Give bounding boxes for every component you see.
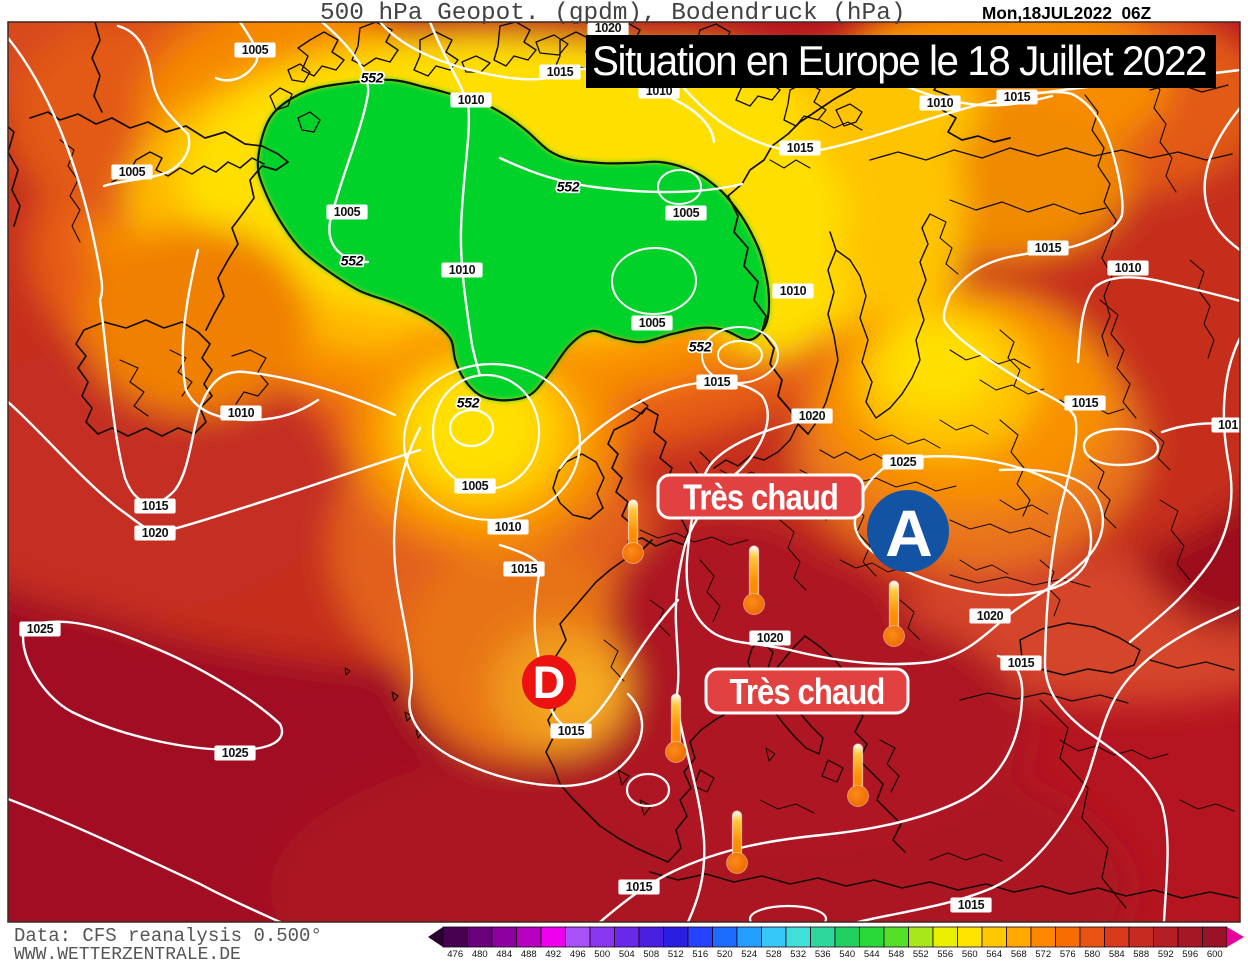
svg-text:596: 596 — [1182, 949, 1198, 960]
svg-text:1025: 1025 — [890, 455, 917, 469]
svg-text:1015: 1015 — [547, 65, 574, 79]
svg-text:D: D — [533, 657, 566, 708]
svg-text:500 hPa Geopot. (gpdm), Bodend: 500 hPa Geopot. (gpdm), Bodendruck (hPa) — [320, 0, 905, 27]
svg-text:1015: 1015 — [558, 724, 585, 738]
svg-text:552: 552 — [913, 949, 929, 960]
svg-text:1015: 1015 — [1035, 241, 1062, 255]
svg-text:1005: 1005 — [119, 165, 146, 179]
svg-text:1015: 1015 — [787, 141, 814, 155]
svg-text:Mon,18JUL2022 06Z: Mon,18JUL2022 06Z — [982, 3, 1151, 23]
svg-text:576: 576 — [1060, 949, 1076, 960]
svg-text:1015: 1015 — [1072, 396, 1099, 410]
svg-text:552: 552 — [689, 339, 712, 355]
svg-text:1025: 1025 — [222, 746, 249, 760]
svg-text:528: 528 — [766, 949, 782, 960]
svg-text:600: 600 — [1207, 949, 1223, 960]
svg-text:552: 552 — [457, 395, 480, 411]
svg-text:Très chaud: Très chaud — [730, 671, 885, 712]
svg-text:548: 548 — [888, 949, 904, 960]
svg-text:1015: 1015 — [704, 375, 731, 389]
svg-text:1020: 1020 — [595, 21, 622, 35]
svg-text:524: 524 — [741, 949, 757, 960]
svg-text:Data: CFS reanalysis 0.500°: Data: CFS reanalysis 0.500° — [14, 925, 322, 947]
svg-text:1010: 1010 — [495, 520, 522, 534]
svg-text:Très chaud: Très chaud — [683, 476, 838, 517]
svg-text:480: 480 — [472, 949, 488, 960]
svg-text:1010: 1010 — [458, 93, 485, 107]
svg-text:1005: 1005 — [242, 43, 269, 57]
svg-text:Situation en Europe le 18 Juil: Situation en Europe le 18 Juillet 2022 — [592, 37, 1206, 84]
svg-text:1005: 1005 — [462, 479, 489, 493]
svg-text:101: 101 — [1218, 418, 1238, 432]
svg-text:1010: 1010 — [927, 96, 954, 110]
svg-text:1005: 1005 — [334, 205, 361, 219]
svg-text:584: 584 — [1109, 949, 1125, 960]
svg-text:492: 492 — [545, 949, 561, 960]
svg-text:1010: 1010 — [1115, 261, 1142, 275]
svg-text:1020: 1020 — [799, 409, 826, 423]
svg-text:592: 592 — [1158, 949, 1174, 960]
svg-text:1015: 1015 — [1008, 656, 1035, 670]
svg-text:1015: 1015 — [626, 880, 653, 894]
svg-text:552: 552 — [341, 253, 364, 269]
svg-text:520: 520 — [717, 949, 733, 960]
svg-text:1015: 1015 — [958, 898, 985, 912]
svg-text:504: 504 — [619, 949, 635, 960]
svg-text:496: 496 — [570, 949, 586, 960]
svg-text:560: 560 — [962, 949, 978, 960]
svg-text:588: 588 — [1133, 949, 1149, 960]
svg-text:1010: 1010 — [780, 284, 807, 298]
svg-text:512: 512 — [668, 949, 684, 960]
svg-text:568: 568 — [1011, 949, 1027, 960]
svg-text:1025: 1025 — [27, 622, 54, 636]
svg-text:1020: 1020 — [142, 526, 169, 540]
svg-text:484: 484 — [496, 949, 512, 960]
svg-text:A: A — [885, 496, 933, 570]
svg-text:544: 544 — [864, 949, 880, 960]
svg-text:1005: 1005 — [673, 206, 700, 220]
svg-text:476: 476 — [447, 949, 463, 960]
svg-text:532: 532 — [790, 949, 806, 960]
svg-text:564: 564 — [986, 949, 1002, 960]
svg-text:552: 552 — [557, 179, 580, 195]
svg-text:516: 516 — [692, 949, 708, 960]
svg-text:552: 552 — [361, 70, 384, 86]
svg-text:1015: 1015 — [142, 499, 169, 513]
svg-text:540: 540 — [839, 949, 855, 960]
svg-text:488: 488 — [521, 949, 537, 960]
svg-text:500: 500 — [594, 949, 610, 960]
svg-text:WWW.WETTERZENTRALE.DE: WWW.WETTERZENTRALE.DE — [14, 945, 241, 964]
svg-text:572: 572 — [1035, 949, 1051, 960]
svg-text:580: 580 — [1084, 949, 1100, 960]
svg-text:536: 536 — [815, 949, 831, 960]
svg-text:1020: 1020 — [977, 609, 1004, 623]
svg-text:556: 556 — [937, 949, 953, 960]
svg-text:1010: 1010 — [449, 263, 476, 277]
svg-text:1020: 1020 — [757, 631, 784, 645]
svg-text:508: 508 — [643, 949, 659, 960]
svg-text:1015: 1015 — [1004, 90, 1031, 104]
svg-text:1015: 1015 — [511, 562, 538, 576]
svg-text:1005: 1005 — [639, 316, 666, 330]
svg-text:1010: 1010 — [228, 406, 255, 420]
